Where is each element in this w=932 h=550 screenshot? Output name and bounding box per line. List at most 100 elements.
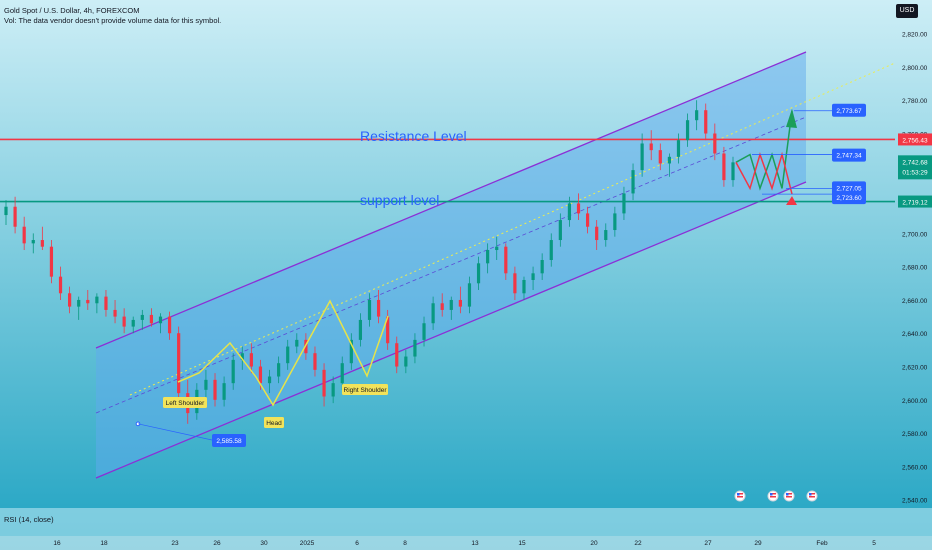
candle-body[interactable] [13,206,17,227]
candle-body[interactable] [231,359,235,384]
candle-body[interactable] [113,309,117,317]
y-tick-label: 2,540.00 [902,498,928,505]
candle-body[interactable] [122,316,126,327]
candle-body[interactable] [149,314,153,324]
x-tick-label: 20 [590,540,598,547]
candle-body[interactable] [604,230,608,241]
candle-body[interactable] [704,110,708,134]
candle-body[interactable] [495,246,499,251]
candle-body[interactable] [631,170,635,194]
channel-lower-line[interactable] [95,181,807,479]
candle-body[interactable] [640,143,644,171]
candle-body[interactable] [486,250,490,264]
resistance-price-tag: 2,756.43 [902,137,928,144]
candle-body[interactable] [158,316,163,324]
candle-body[interactable] [249,353,253,367]
price-label-box [212,434,246,447]
candle-body[interactable] [649,143,653,151]
channel-midline [95,116,807,414]
candle-body[interactable] [204,379,208,390]
candle-body[interactable] [104,296,108,310]
candle-body[interactable] [340,363,344,384]
candle-body[interactable] [458,299,462,307]
candle-body[interactable] [322,369,326,397]
candle-body[interactable] [449,299,453,310]
candle-body[interactable] [49,246,54,277]
candle-body[interactable] [95,296,99,304]
x-tick-label: 23 [171,540,179,547]
candle-body[interactable] [531,273,535,280]
candle-body[interactable] [513,273,517,294]
y-tick-label: 2,620.00 [902,365,928,372]
y-tick-label: 2,600.00 [902,398,928,405]
bearish-projection[interactable] [735,151,793,195]
candle-body[interactable] [358,319,363,340]
candle-body[interactable] [77,299,81,307]
candle-body[interactable] [504,246,508,274]
candle-body[interactable] [240,353,244,360]
candle-body[interactable] [667,156,671,164]
candle-body[interactable] [431,303,435,324]
candle-body[interactable] [685,120,690,141]
candle-body[interactable] [86,299,90,304]
candle-body[interactable] [140,314,144,320]
candle-body[interactable] [367,299,372,320]
resistance-annotation: Resistance Level [360,128,467,144]
candle-body[interactable] [68,293,72,307]
rsi-indicator-label[interactable]: RSI (14, close) [4,515,54,524]
candle-body[interactable] [31,240,35,244]
candle-body[interactable] [676,140,681,157]
candle-body[interactable] [222,383,226,400]
candle-body[interactable] [713,133,717,154]
candle-body[interactable] [386,316,390,344]
candle-body[interactable] [422,323,426,340]
candle-body[interactable] [349,339,353,364]
candle-body[interactable] [613,213,617,231]
candle-body[interactable] [467,283,472,307]
candle-body[interactable] [567,203,572,221]
y-tick-label: 2,700.00 [902,231,928,238]
head-shoulders-pattern[interactable] [177,299,389,407]
candle-body[interactable] [40,240,44,247]
candle-body[interactable] [313,353,317,370]
candle-body[interactable] [286,346,290,364]
head-label-box [264,417,284,428]
candle-body[interactable] [267,376,272,384]
channel-upper-line[interactable] [95,51,807,349]
candle-body[interactable] [576,203,581,214]
candle-body[interactable] [258,366,263,384]
candle-body[interactable] [213,379,217,400]
candle-body[interactable] [58,276,63,294]
candle-body[interactable] [622,193,626,214]
candle-body[interactable] [22,226,26,244]
candle-body[interactable] [658,150,662,164]
candle-body[interactable] [376,299,381,317]
candle-body[interactable] [731,162,735,181]
time-axis-bar [0,536,932,550]
candle-body[interactable] [586,213,590,227]
candle-body[interactable] [167,316,172,334]
candle-body[interactable] [331,383,335,397]
candle-body[interactable] [295,339,299,347]
candle-body[interactable] [549,240,553,261]
candle-body[interactable] [413,339,417,357]
candle-body[interactable] [395,343,399,367]
candle-body[interactable] [4,206,8,216]
currency-button[interactable]: USD [896,4,918,18]
candle-body[interactable] [722,153,726,181]
flag-canton [737,493,740,496]
candle-body[interactable] [595,226,599,241]
candle-body[interactable] [540,260,544,274]
y-tick-label: 2,660.00 [902,298,928,305]
candle-body[interactable] [177,333,181,394]
candle-body[interactable] [558,220,562,241]
left-shoulder-label: Left Shoulder [166,400,206,407]
candle-body[interactable] [522,279,526,294]
candle-body[interactable] [404,356,408,367]
candle-body[interactable] [440,303,444,310]
candle-body[interactable] [131,319,135,327]
candle-body[interactable] [476,263,481,284]
candle-body[interactable] [277,363,281,377]
candle-body[interactable] [695,110,699,121]
